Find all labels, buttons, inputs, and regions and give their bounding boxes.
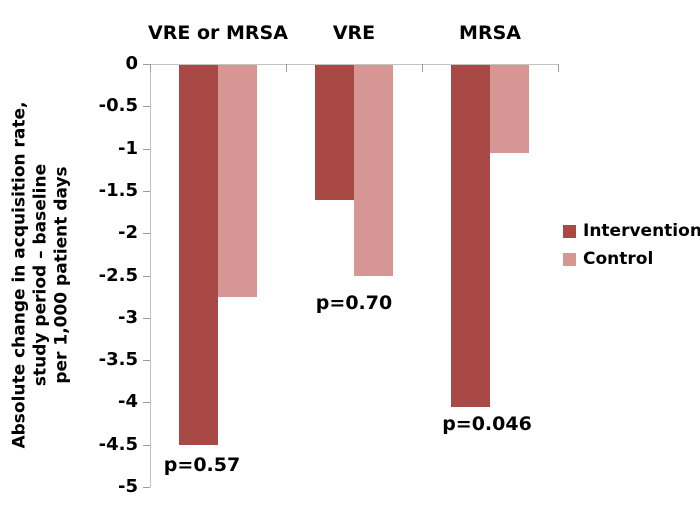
bar-control-mrsa <box>490 65 529 153</box>
y-axis-line <box>150 64 151 487</box>
ytick-label: 0 <box>125 53 138 74</box>
legend-label-intervention: Intervention <box>583 221 700 241</box>
category-label: VRE or MRSA <box>148 22 288 44</box>
category-tick-mark <box>286 64 287 72</box>
ytick-mark <box>143 191 150 192</box>
category-tick-mark <box>558 64 559 72</box>
ytick-label: -2.5 <box>98 265 138 286</box>
legend: Intervention Control <box>563 221 700 277</box>
bar-control-vre-or-mrsa <box>218 65 257 297</box>
legend-item-intervention: Intervention <box>563 221 700 241</box>
bar-intervention-vre-or-mrsa <box>179 65 218 445</box>
ytick-mark <box>143 106 150 107</box>
ytick-label: -4 <box>118 391 138 412</box>
ytick-mark <box>143 64 150 65</box>
control-swatch-icon <box>563 252 576 266</box>
category-label: MRSA <box>459 22 521 44</box>
ytick-label: -5 <box>118 476 138 497</box>
category-tick-mark <box>150 64 151 72</box>
ytick-mark <box>143 360 150 361</box>
p-value-label: p=0.70 <box>315 292 393 314</box>
category-tick-mark <box>422 64 423 72</box>
category-label: VRE <box>332 22 376 44</box>
y-axis-title: Absolute change in acquisition rate, stu… <box>9 101 72 449</box>
ytick-label: -4.5 <box>98 434 138 455</box>
ytick-mark <box>143 318 150 319</box>
ytick-label: -0.5 <box>98 95 138 116</box>
ytick-label: -1.5 <box>98 180 138 201</box>
ytick-mark <box>143 487 150 488</box>
ytick-label: -3.5 <box>98 349 138 370</box>
ytick-mark <box>143 149 150 150</box>
ytick-label: -1 <box>118 138 138 159</box>
ytick-mark <box>143 276 150 277</box>
bar-intervention-mrsa <box>451 65 490 407</box>
p-value-label: p=0.046 <box>442 413 532 435</box>
ytick-mark <box>143 233 150 234</box>
intervention-swatch-icon <box>563 224 576 238</box>
x-axis-line <box>150 64 559 65</box>
bar-control-vre <box>354 65 393 276</box>
legend-label-control: Control <box>583 249 654 269</box>
ytick-label: -3 <box>118 307 138 328</box>
ytick-mark <box>143 402 150 403</box>
bar-intervention-vre <box>315 65 354 200</box>
ytick-label: -2 <box>118 222 138 243</box>
p-value-label: p=0.57 <box>163 454 241 476</box>
ytick-mark <box>143 445 150 446</box>
legend-item-control: Control <box>563 249 700 269</box>
